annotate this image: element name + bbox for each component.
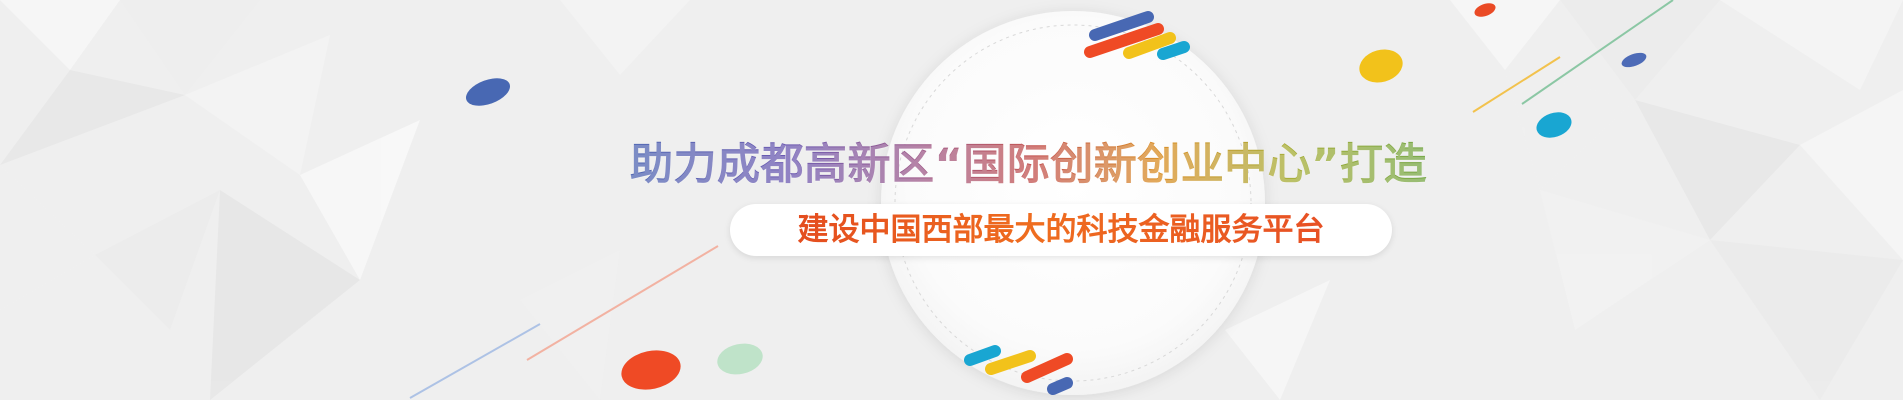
decorative-lines	[409, 0, 1674, 399]
headline-text: 助力成都高新区“国际创新创业中心”打造	[630, 132, 1510, 198]
subtitle-pill: 建设中国西部最大的科技金融服务平台	[730, 204, 1392, 256]
center-circle	[881, 11, 1265, 395]
top-color-stripes	[1084, 11, 1190, 60]
decorative-ellipses	[466, 3, 1647, 390]
bottom-color-stripes	[964, 345, 1073, 395]
subtitle-text: 建设中国西部最大的科技金融服务平台	[798, 204, 1325, 256]
